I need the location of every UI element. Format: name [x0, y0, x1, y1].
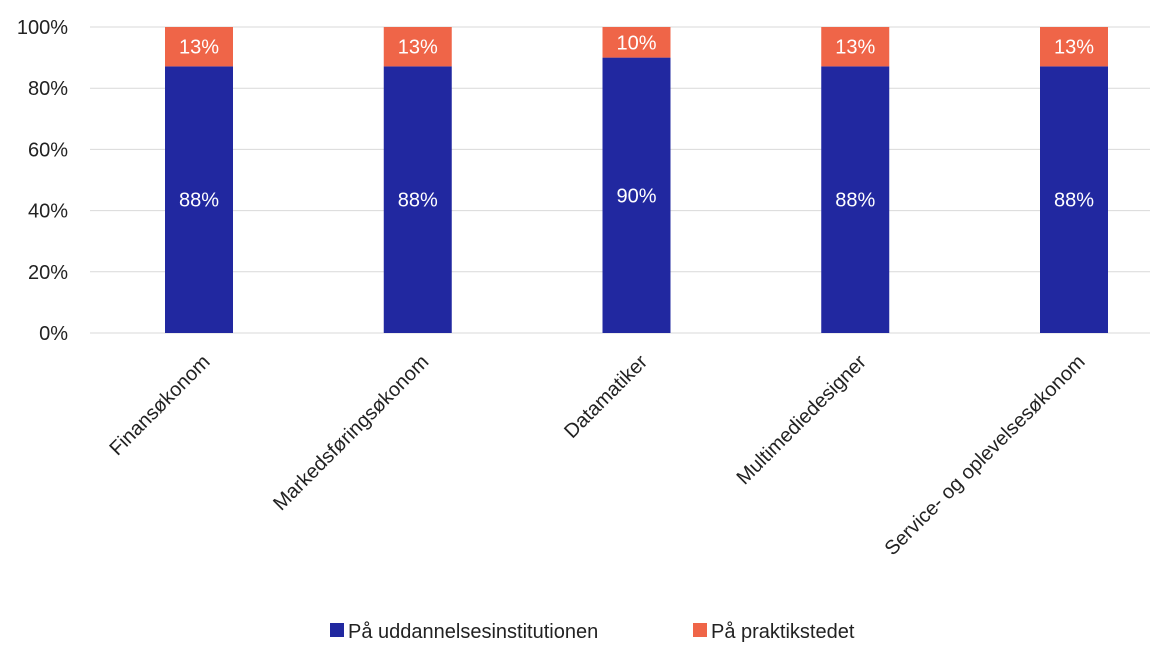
y-tick-label: 20% [28, 262, 68, 284]
bar-segment [165, 66, 233, 333]
data-label: 13% [835, 37, 875, 59]
bar-segment [602, 57, 671, 333]
legend-swatch [330, 623, 344, 637]
x-axis-categories: Finansøkonom Markedsføringsøkonom Datamati… [105, 351, 1089, 560]
legend: På uddannelsesinstitutionen På praktikste… [330, 621, 855, 643]
category-label: Markedsføringsøkonom [269, 351, 433, 515]
bar-segment [383, 27, 452, 67]
y-axis-ticks: 0% 20% 40% 60% 80% 100% [17, 17, 68, 345]
bar-segment [1040, 27, 1108, 67]
category-label: Finansøkonom [105, 351, 214, 460]
bar-segment [821, 66, 890, 333]
data-label: 13% [398, 37, 438, 59]
data-label: 10% [616, 32, 656, 54]
y-tick-label: 40% [28, 201, 68, 223]
y-tick-label: 80% [28, 78, 68, 100]
category-label: Multimediedesigner [733, 351, 871, 489]
data-label: 13% [179, 37, 219, 59]
bar-segment [602, 27, 671, 58]
category-label: Service- og oplevelsesøkonom [881, 351, 1090, 560]
legend-swatch [693, 623, 707, 637]
data-label: 88% [398, 190, 438, 212]
bar-segment [165, 27, 233, 67]
legend-entry: På praktikstedet [711, 621, 855, 643]
data-label: 90% [616, 185, 656, 207]
data-label: 88% [1054, 190, 1094, 212]
bars: 88% 13% 88% 13% 90% 10% 88% 13% 88% 13% [165, 27, 1108, 333]
legend-entry: På uddannelsesinstitutionen [348, 621, 598, 643]
bar-segment [821, 27, 890, 67]
data-label: 13% [1054, 37, 1094, 59]
category-label: Datamatiker [560, 351, 652, 443]
data-label: 88% [179, 190, 219, 212]
bar-segment [383, 66, 452, 333]
data-label: 88% [835, 190, 875, 212]
bar-segment [1040, 66, 1108, 333]
y-tick-label: 0% [39, 323, 68, 345]
y-tick-label: 100% [17, 17, 68, 39]
y-tick-label: 60% [28, 139, 68, 161]
